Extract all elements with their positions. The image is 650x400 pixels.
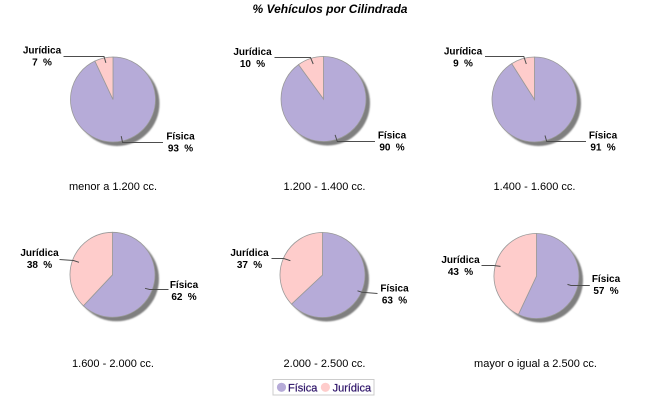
svg-text:37 %: 37 % <box>237 260 262 271</box>
svg-text:Jurídica: Jurídica <box>444 47 483 58</box>
svg-text:% Vehículos por Cilindrada: % Vehículos por Cilindrada <box>253 2 408 16</box>
svg-text:10 %: 10 % <box>240 59 265 70</box>
svg-text:2.000 - 2.500 cc.: 2.000 - 2.500 cc. <box>284 358 366 370</box>
svg-text:Física: Física <box>592 274 621 285</box>
svg-text:1.200 - 1.400 cc.: 1.200 - 1.400 cc. <box>284 181 366 193</box>
svg-text:Jurídica: Jurídica <box>23 46 62 57</box>
svg-text:90 %: 90 % <box>379 143 404 154</box>
svg-text:9 %: 9 % <box>453 59 473 70</box>
svg-text:mayor o igual a 2.500 cc.: mayor o igual a 2.500 cc. <box>474 358 597 370</box>
svg-text:7 %: 7 % <box>32 58 52 69</box>
svg-text:43 %: 43 % <box>448 267 473 278</box>
svg-text:Física: Física <box>170 280 199 291</box>
svg-text:38 %: 38 % <box>27 260 52 271</box>
svg-text:Física: Física <box>288 382 318 394</box>
svg-text:57 %: 57 % <box>593 286 618 297</box>
svg-text:1.400 - 1.600 cc.: 1.400 - 1.600 cc. <box>494 181 576 193</box>
svg-text:93 %: 93 % <box>168 144 193 155</box>
svg-text:Física: Física <box>589 131 618 142</box>
svg-text:Física: Física <box>166 132 195 143</box>
svg-text:Física: Física <box>380 284 409 295</box>
svg-text:Jurídica: Jurídica <box>333 382 372 394</box>
svg-text:Física: Física <box>378 131 407 142</box>
svg-text:Jurídica: Jurídica <box>230 248 269 259</box>
svg-text:63 %: 63 % <box>382 296 407 307</box>
svg-text:62 %: 62 % <box>171 292 196 303</box>
svg-text:menor a 1.200 cc.: menor a 1.200 cc. <box>69 181 157 193</box>
svg-text:Jurídica: Jurídica <box>441 255 480 266</box>
svg-text:Jurídica: Jurídica <box>233 47 272 58</box>
svg-text:1.600 - 2.000 cc.: 1.600 - 2.000 cc. <box>72 358 154 370</box>
svg-text:Jurídica: Jurídica <box>20 248 59 259</box>
svg-text:91 %: 91 % <box>590 143 615 154</box>
